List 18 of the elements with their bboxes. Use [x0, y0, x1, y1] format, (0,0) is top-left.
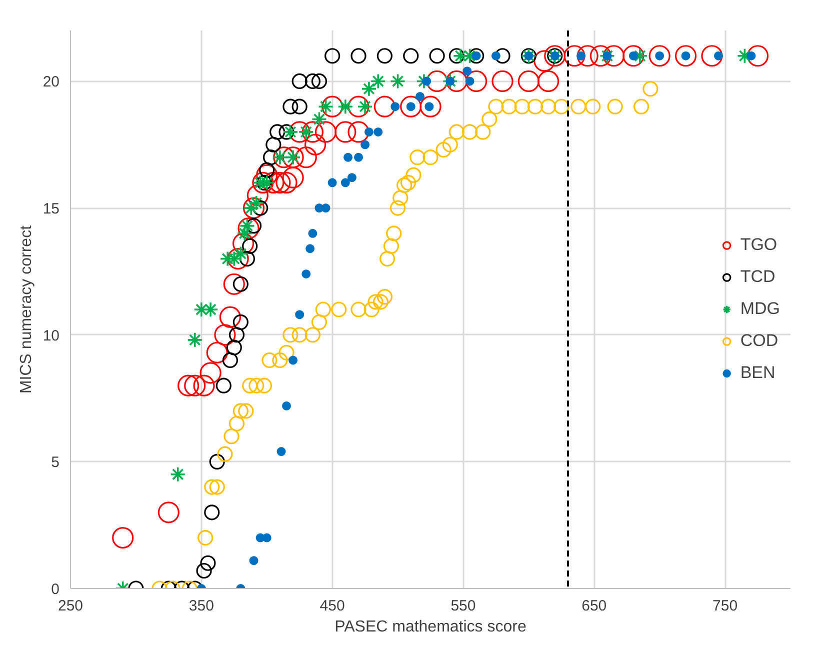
legend-label: TGO — [740, 235, 778, 255]
y-tick-label: 5 — [51, 454, 60, 472]
legend-label: COD — [740, 331, 778, 351]
y-tick-label: 0 — [51, 581, 60, 598]
x-tick-label: 750 — [712, 598, 738, 614]
legend-label: BEN — [740, 363, 776, 383]
y-axis-title: MICS numeracy correct — [18, 224, 35, 394]
x-tick-label: 350 — [188, 598, 214, 614]
x-tick-label: 450 — [320, 598, 345, 614]
y-tick-label: 15 — [42, 200, 60, 218]
y-tick-label: 10 — [42, 327, 60, 344]
x-tick-label: 650 — [582, 598, 607, 614]
y-tick-label: 20 — [42, 74, 60, 91]
legend-label: MDG — [740, 299, 780, 319]
x-axis-title: PASEC mathematics score — [334, 618, 526, 636]
x-tick-label: 250 — [58, 598, 84, 614]
x-tick-label: 550 — [450, 598, 476, 614]
legend-label: TCD — [740, 267, 776, 287]
